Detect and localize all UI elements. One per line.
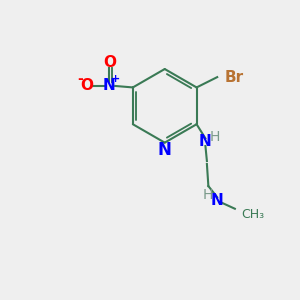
Text: N: N [199, 134, 212, 149]
Text: N: N [103, 79, 116, 94]
Text: CH₃: CH₃ [241, 208, 264, 220]
Text: O: O [103, 55, 116, 70]
Text: +: + [111, 74, 120, 84]
Text: N: N [211, 193, 224, 208]
Text: Br: Br [225, 70, 244, 85]
Text: O: O [80, 79, 93, 94]
Text: H: H [210, 130, 220, 144]
Text: N: N [158, 141, 172, 159]
Text: -: - [77, 72, 83, 86]
Text: H: H [202, 188, 213, 203]
